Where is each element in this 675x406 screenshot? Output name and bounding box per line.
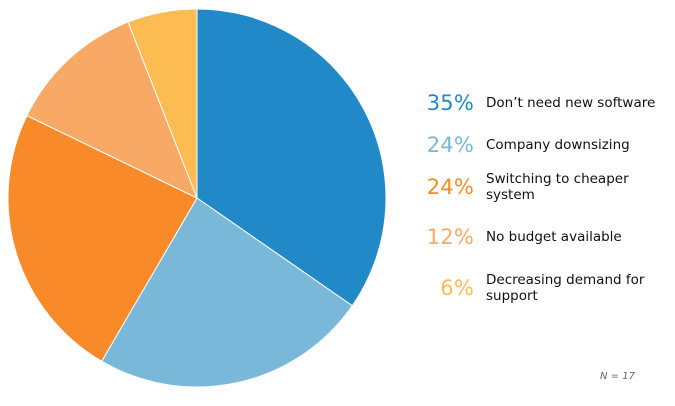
pie-slice bbox=[196, 8, 387, 307]
legend-item: 6% Decreasing demand for support bbox=[412, 266, 667, 310]
legend-item: 12% No budget available bbox=[412, 215, 667, 259]
legend-label: Switching to cheaper system bbox=[486, 171, 629, 203]
pie-slice bbox=[7, 114, 198, 362]
legend-label: No budget available bbox=[486, 229, 622, 245]
legend-label: Don’t need new software bbox=[486, 95, 656, 111]
legend-item: 24% Switching to cheaper system bbox=[412, 165, 667, 209]
pie-slice bbox=[100, 197, 353, 388]
legend-percent: 24% bbox=[426, 132, 474, 157]
pie-chart bbox=[7, 8, 387, 388]
legend-percent: 12% bbox=[426, 224, 474, 249]
sample-size-note: N = 17 bbox=[600, 371, 635, 382]
legend-percent: 35% bbox=[426, 90, 474, 115]
legend-item: 24% Company downsizing bbox=[412, 123, 667, 167]
pie-slice bbox=[127, 8, 198, 199]
legend-label: Company downsizing bbox=[486, 137, 630, 153]
legend-percent: 24% bbox=[426, 174, 474, 199]
legend-item: 35% Don’t need new software bbox=[412, 81, 667, 125]
legend-label: Decreasing demand for support bbox=[486, 272, 645, 304]
legend-percent: 6% bbox=[440, 275, 474, 300]
pie-slice bbox=[26, 21, 198, 200]
